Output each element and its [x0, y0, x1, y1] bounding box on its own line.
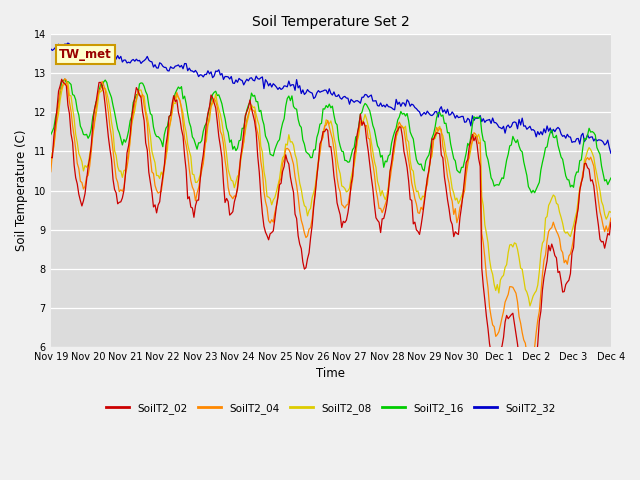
X-axis label: Time: Time: [316, 367, 346, 380]
Legend: SoilT2_02, SoilT2_04, SoilT2_08, SoilT2_16, SoilT2_32: SoilT2_02, SoilT2_04, SoilT2_08, SoilT2_…: [102, 399, 560, 418]
Y-axis label: Soil Temperature (C): Soil Temperature (C): [15, 130, 28, 251]
Text: TW_met: TW_met: [59, 48, 112, 61]
Title: Soil Temperature Set 2: Soil Temperature Set 2: [252, 15, 410, 29]
